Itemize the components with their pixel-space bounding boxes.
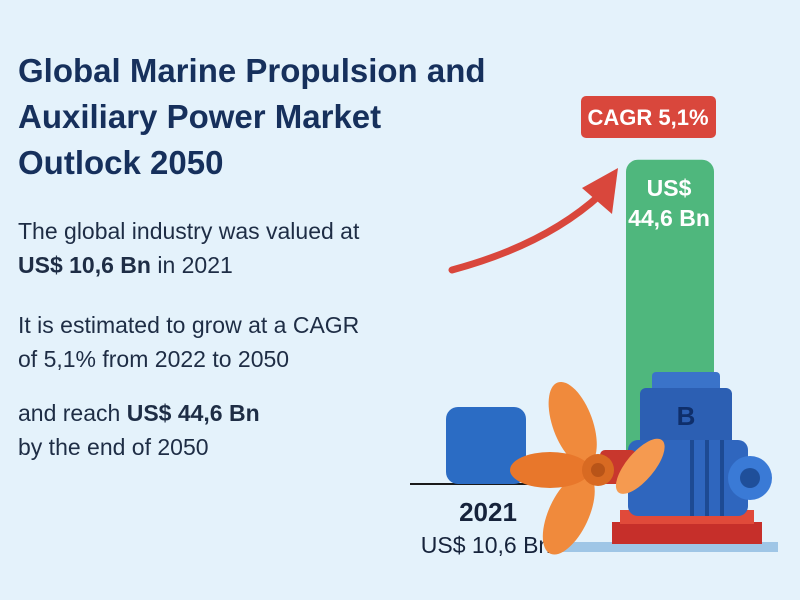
title-line-2: Auxiliary Power Market xyxy=(18,98,382,135)
engine-base-plate xyxy=(562,542,778,552)
stat-line: and reach US$ 44,6 Bn xyxy=(18,396,398,430)
stat-line: The global industry was valued at xyxy=(18,218,360,244)
cagr-badge xyxy=(581,96,716,138)
stat-cagr: It is estimated to grow at a CAGR of 5,1… xyxy=(18,308,398,376)
title-line-3: Outlock 2050 xyxy=(18,144,224,181)
engine-top-box xyxy=(652,372,720,392)
propeller-icon xyxy=(510,381,665,555)
stat-line: It is estimated to grow at a CAGR xyxy=(18,312,360,338)
stat-line: by the end of 2050 xyxy=(18,434,209,460)
category-label-2021: 2021 xyxy=(459,497,517,527)
bar-2021 xyxy=(446,406,526,484)
stat-value-2050: US$ 44,6 Bn xyxy=(126,400,260,426)
engine-red-base xyxy=(612,522,762,544)
title-line-1: Global Marine Propulsion and xyxy=(18,52,486,89)
bar-value-label-2050-currency: US$ xyxy=(647,175,692,201)
page-title: Global Marine Propulsion and Auxiliary P… xyxy=(18,48,518,186)
growth-arrow-head xyxy=(582,168,618,214)
marine-engine-illustration: B xyxy=(510,372,778,555)
stat-reach-2050: and reach US$ 44,6 Bn by the end of 2050 xyxy=(18,396,398,464)
stat-year: in 2021 xyxy=(150,252,233,278)
stat-value-2021: US$ 10,6 Bn xyxy=(18,252,151,278)
stat-valued-2021: The global industry was valued at US$ 10… xyxy=(18,214,398,282)
bar-value-label-2050-amount: 44,6 Bn xyxy=(628,205,710,231)
stat-prefix: and reach xyxy=(18,400,127,426)
bar-value-label-2021: US$ 10,6 Bn xyxy=(421,532,551,558)
stat-line: US$ 10,6 Bn in 2021 xyxy=(18,248,398,282)
engine-upper-housing xyxy=(640,388,732,448)
engine-emblem-icon: B xyxy=(677,401,696,431)
stat-line: of 5,1% from 2022 to 2050 xyxy=(18,346,290,372)
growth-arrow xyxy=(448,191,604,274)
cagr-badge-label: CAGR 5,1% xyxy=(587,105,708,130)
